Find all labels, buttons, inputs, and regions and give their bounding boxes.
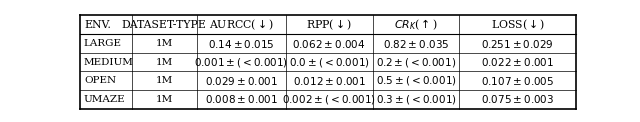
- Text: LARGE: LARGE: [84, 39, 122, 48]
- Text: $CR_K$($\uparrow$): $CR_K$($\uparrow$): [394, 17, 438, 32]
- Text: $0.3 \pm (< 0.001)$: $0.3 \pm (< 0.001)$: [376, 93, 456, 106]
- Text: $0.001 \pm (< 0.001)$: $0.001 \pm (< 0.001)$: [194, 56, 288, 69]
- Text: $0.14 \pm 0.015$: $0.14 \pm 0.015$: [208, 38, 275, 50]
- Text: $0.012 \pm 0.001$: $0.012 \pm 0.001$: [292, 75, 366, 87]
- Text: $0.251 \pm 0.029$: $0.251 \pm 0.029$: [481, 38, 554, 50]
- Text: $0.2 \pm (< 0.001)$: $0.2 \pm (< 0.001)$: [376, 56, 456, 69]
- Text: OPEN: OPEN: [84, 76, 116, 85]
- Text: DATASET-TYPE: DATASET-TYPE: [122, 20, 207, 30]
- Text: $0.107 \pm 0.005$: $0.107 \pm 0.005$: [481, 75, 554, 87]
- Text: $0.008 \pm 0.001$: $0.008 \pm 0.001$: [205, 93, 278, 105]
- Text: 1M: 1M: [156, 58, 173, 67]
- Text: $0.82 \pm 0.035$: $0.82 \pm 0.035$: [383, 38, 449, 50]
- Text: $0.5 \pm (< 0.001)$: $0.5 \pm (< 0.001)$: [376, 74, 456, 87]
- Text: LOSS($\downarrow$): LOSS($\downarrow$): [491, 17, 545, 32]
- Text: MEDIUM: MEDIUM: [84, 58, 134, 67]
- Text: RPP($\downarrow$): RPP($\downarrow$): [307, 17, 352, 32]
- Text: 1M: 1M: [156, 76, 173, 85]
- Text: $0.022 \pm 0.001$: $0.022 \pm 0.001$: [481, 56, 554, 68]
- Text: ENV.: ENV.: [84, 20, 111, 30]
- Text: $0.029 \pm 0.001$: $0.029 \pm 0.001$: [205, 75, 278, 87]
- Text: 1M: 1M: [156, 39, 173, 48]
- Text: 1M: 1M: [156, 95, 173, 104]
- Text: $0.002 \pm (< 0.001)$: $0.002 \pm (< 0.001)$: [282, 93, 376, 106]
- Text: $0.075 \pm 0.003$: $0.075 \pm 0.003$: [481, 93, 554, 105]
- Text: UMAZE: UMAZE: [84, 95, 125, 104]
- Text: AURCC($\downarrow$): AURCC($\downarrow$): [209, 17, 274, 32]
- Text: $0.062 \pm 0.004$: $0.062 \pm 0.004$: [292, 38, 366, 50]
- Text: $0.0 \pm (< 0.001)$: $0.0 \pm (< 0.001)$: [289, 56, 370, 69]
